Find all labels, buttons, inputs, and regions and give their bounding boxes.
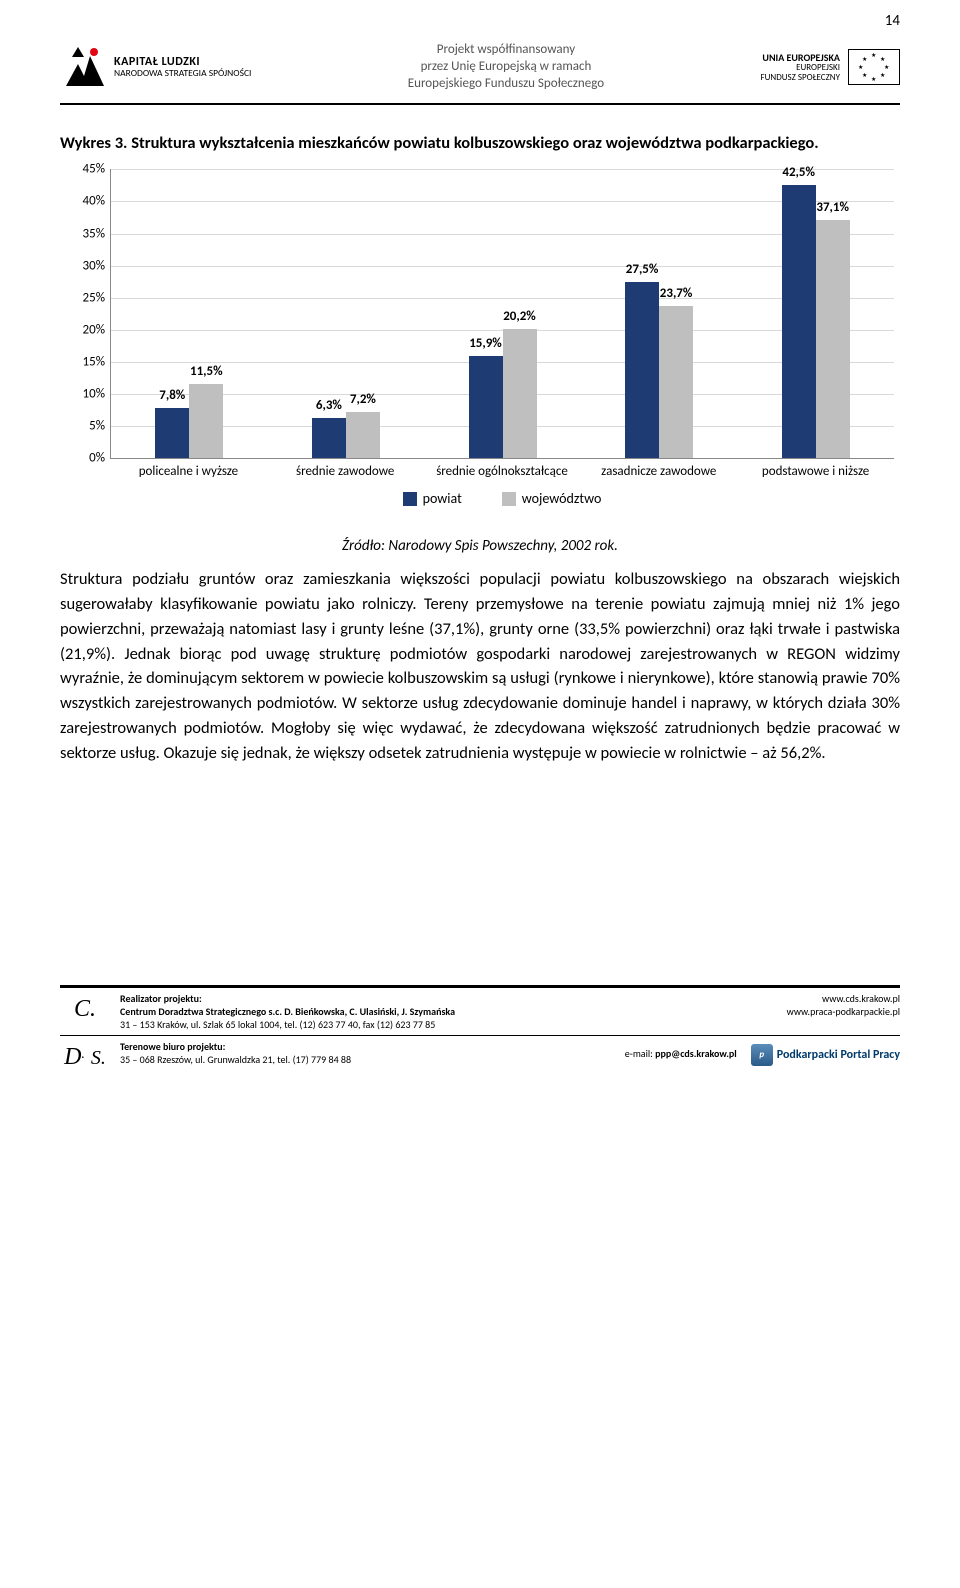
- terenowe-addr: 35 – 068 Rzeszów, ul. Grunwaldzka 21, te…: [120, 1053, 615, 1066]
- legend-label: województwo: [522, 490, 602, 507]
- footer: C. Realizator projektu: Centrum Doradztw…: [60, 985, 900, 1073]
- y-tick: 0%: [63, 451, 105, 466]
- bar: 6,3%: [312, 418, 346, 458]
- cofinance-line2: przez Unię Europejską w ramach: [267, 59, 744, 76]
- email: ppp@cds.krakow.pl: [655, 1047, 737, 1060]
- y-tick: 5%: [63, 419, 105, 434]
- bar-value-label: 6,3%: [312, 398, 346, 413]
- y-tick: 30%: [63, 258, 105, 273]
- bar: 20,2%: [503, 329, 537, 459]
- bar: 42,5%: [782, 185, 816, 458]
- bar-value-label: 7,2%: [346, 392, 380, 407]
- x-axis-label: średnie zawodowe: [267, 465, 424, 480]
- realizator-name: Centrum Doradztwa Strategicznego s.c. D.…: [120, 1005, 777, 1018]
- ppp-icon: p: [751, 1044, 773, 1066]
- body-paragraph: Struktura podziału gruntów oraz zamieszk…: [60, 567, 900, 765]
- bar: 7,2%: [346, 412, 380, 458]
- bar: 37,1%: [816, 220, 850, 458]
- page-number: 14: [60, 0, 900, 34]
- bar-value-label: 37,1%: [816, 200, 850, 215]
- bar-value-label: 27,5%: [625, 262, 659, 277]
- bar-value-label: 20,2%: [503, 309, 537, 324]
- y-tick: 10%: [63, 387, 105, 402]
- chart-source: Źródło: Narodowy Spis Powszechny, 2002 r…: [60, 537, 900, 555]
- cofinance-line3: Europejskiego Funduszu Społecznego: [267, 76, 744, 93]
- x-axis-label: podstawowe i niższe: [737, 465, 894, 480]
- x-axis-label: średnie ogólnokształcące: [424, 465, 581, 480]
- cds-logo: C.: [60, 992, 110, 1025]
- terenowe-label: Terenowe biuro projektu:: [120, 1040, 615, 1053]
- logo-kapital-ludzki: KAPITAŁ LUDZKI NARODOWA STRATEGIA SPÓJNO…: [60, 42, 251, 92]
- bar-value-label: 23,7%: [659, 286, 693, 301]
- ppp-label: Podkarpacki Portal Pracy: [777, 1048, 900, 1064]
- y-tick: 15%: [63, 354, 105, 369]
- bar: 11,5%: [189, 384, 223, 458]
- cds-logo-2: D. S.: [60, 1040, 110, 1073]
- y-tick: 35%: [63, 226, 105, 241]
- x-axis-label: policealne i wyższe: [110, 465, 267, 480]
- kl-subtitle: NARODOWA STRATEGIA SPÓJNOŚCI: [114, 69, 251, 79]
- y-tick: 40%: [63, 194, 105, 209]
- y-tick: 20%: [63, 322, 105, 337]
- bar-chart: 0%5%10%15%20%25%30%35%40%45%7,8%11,5%6,3…: [60, 163, 900, 523]
- legend-item: województwo: [502, 490, 602, 507]
- footer-url2: www.praca-podkarpackie.pl: [787, 1005, 900, 1018]
- bar-value-label: 11,5%: [189, 364, 223, 379]
- email-label: e-mail:: [625, 1047, 653, 1060]
- bar: 7,8%: [155, 408, 189, 458]
- header-banner: KAPITAŁ LUDZKI NARODOWA STRATEGIA SPÓJNO…: [60, 34, 900, 105]
- bar: 27,5%: [625, 282, 659, 459]
- y-tick: 45%: [63, 162, 105, 177]
- footer-url1: www.cds.krakow.pl: [787, 992, 900, 1005]
- chart-title: Wykres 3. Struktura wykształcenia mieszk…: [60, 133, 900, 154]
- bar: 15,9%: [469, 356, 503, 458]
- realizator-addr: 31 – 153 Kraków, ul. Szlak 65 lokal 1004…: [120, 1018, 777, 1031]
- legend-label: powiat: [423, 490, 462, 507]
- y-tick: 25%: [63, 290, 105, 305]
- ue-sub2: FUNDUSZ SPOŁECZNY: [760, 73, 840, 83]
- bar: 23,7%: [659, 306, 693, 458]
- bar-value-label: 15,9%: [469, 336, 503, 351]
- bar-value-label: 42,5%: [782, 165, 816, 180]
- legend: powiat województwo: [110, 490, 894, 507]
- eu-flag-icon: ★★ ★★ ★★ ★★: [848, 49, 900, 85]
- header-center-text: Projekt współfinansowany przez Unię Euro…: [253, 42, 758, 93]
- logo-unia-europejska: UNIA EUROPEJSKA EUROPEJSKI FUNDUSZ SPOŁE…: [760, 49, 900, 85]
- realizator-label: Realizator projektu:: [120, 992, 777, 1005]
- cofinance-line1: Projekt współfinansowany: [267, 42, 744, 59]
- legend-item: powiat: [403, 490, 462, 507]
- ppp-logo: p Podkarpacki Portal Pracy: [751, 1044, 900, 1066]
- abstract-person-icon: [60, 42, 110, 92]
- legend-swatch: [403, 492, 417, 506]
- legend-swatch: [502, 492, 516, 506]
- bar-value-label: 7,8%: [155, 388, 189, 403]
- x-axis-label: zasadnicze zawodowe: [580, 465, 737, 480]
